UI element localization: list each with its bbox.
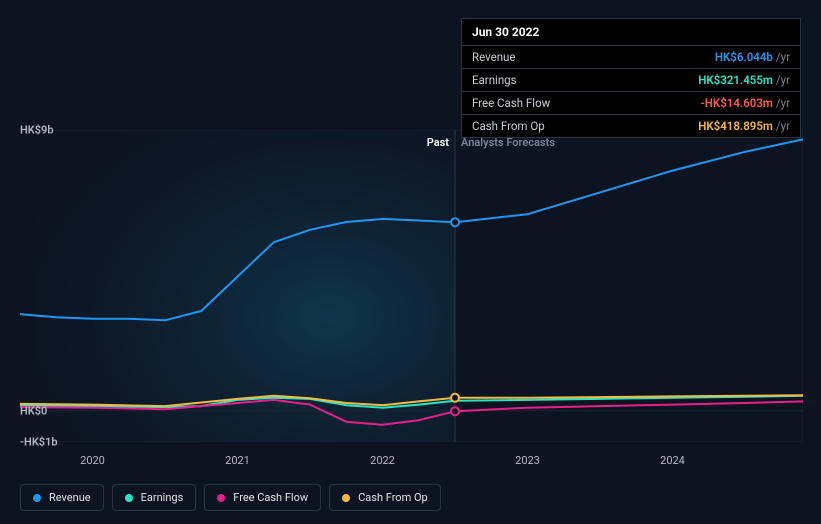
legend-dot-icon bbox=[125, 494, 133, 502]
x-axis: 2020 2021 2022 2023 2024 bbox=[20, 450, 803, 470]
legend-item-label: Earnings bbox=[141, 491, 184, 504]
tooltip-row-unit: /yr bbox=[776, 119, 790, 133]
chart-tooltip: Jun 30 2022 RevenueHK$6.044b/yrEarningsH… bbox=[461, 18, 801, 138]
x-axis-label: 2022 bbox=[370, 454, 395, 467]
chart-legend: Revenue Earnings Free Cash Flow Cash From O… bbox=[20, 484, 441, 511]
legend-item-cash-from-op[interactable]: Cash From Op bbox=[329, 484, 441, 511]
tooltip-row-label: Revenue bbox=[472, 50, 715, 64]
financials-chart[interactable]: HK$9bHK$0-HK$1b Past Analysts Forecasts bbox=[20, 130, 803, 442]
past-label: Past bbox=[427, 136, 449, 149]
tooltip-row: Free Cash Flow-HK$14.603m/yr bbox=[462, 92, 800, 115]
tooltip-row-label: Earnings bbox=[472, 73, 698, 87]
tooltip-row-label: Free Cash Flow bbox=[472, 96, 701, 110]
tooltip-row-value: HK$6.044b bbox=[715, 50, 773, 64]
legend-item-free-cash-flow[interactable]: Free Cash Flow bbox=[204, 484, 321, 511]
tooltip-row: Cash From OpHK$418.895m/yr bbox=[462, 115, 800, 137]
chart-svg bbox=[20, 130, 803, 442]
legend-item-revenue[interactable]: Revenue bbox=[20, 484, 104, 511]
tooltip-date: Jun 30 2022 bbox=[462, 19, 800, 46]
legend-dot-icon bbox=[33, 494, 41, 502]
x-axis-label: 2024 bbox=[660, 454, 685, 467]
tooltip-row-unit: /yr bbox=[776, 73, 790, 87]
legend-dot-icon bbox=[217, 494, 225, 502]
legend-dot-icon bbox=[342, 494, 350, 502]
tooltip-row-unit: /yr bbox=[776, 50, 790, 64]
x-axis-label: 2020 bbox=[80, 454, 105, 467]
x-axis-label: 2021 bbox=[225, 454, 250, 467]
tooltip-row-label: Cash From Op bbox=[472, 119, 698, 133]
legend-item-label: Free Cash Flow bbox=[233, 491, 308, 504]
legend-item-label: Cash From Op bbox=[358, 491, 428, 504]
y-axis-label: -HK$1b bbox=[20, 436, 38, 449]
tooltip-row: EarningsHK$321.455m/yr bbox=[462, 69, 800, 92]
tooltip-row: RevenueHK$6.044b/yr bbox=[462, 46, 800, 69]
y-axis-label: HK$0 bbox=[20, 404, 38, 417]
tooltip-row-value: HK$418.895m bbox=[698, 119, 773, 133]
tooltip-row-unit: /yr bbox=[776, 96, 790, 110]
y-axis-label: HK$9b bbox=[20, 124, 38, 137]
x-axis-label: 2023 bbox=[515, 454, 540, 467]
legend-item-label: Revenue bbox=[49, 491, 91, 504]
tooltip-row-value: HK$321.455m bbox=[698, 73, 773, 87]
legend-item-earnings[interactable]: Earnings bbox=[112, 484, 197, 511]
tooltip-row-value: -HK$14.603m bbox=[701, 96, 773, 110]
